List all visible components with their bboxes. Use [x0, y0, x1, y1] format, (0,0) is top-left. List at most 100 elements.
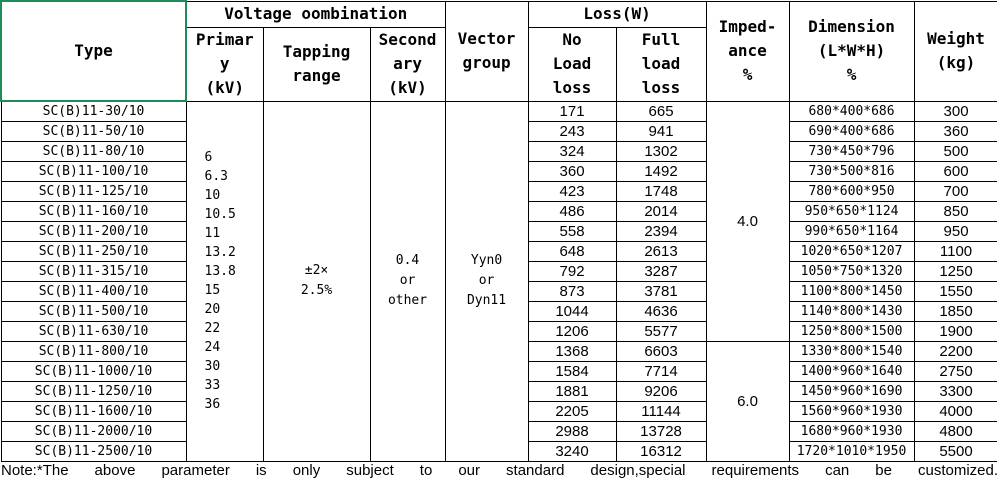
full-load-cell: 1302	[615, 141, 707, 162]
table-row: SC(B)11-200/10 558 2394 990*650*1164 950	[0, 221, 997, 242]
type-cell: SC(B)11-630/10	[0, 321, 187, 342]
type-cell: SC(B)11-2500/10	[0, 441, 187, 462]
dimension-cell: 780*600*950	[788, 181, 915, 202]
no-load-cell: 324	[527, 141, 617, 162]
table-row: SC(B)11-160/10 486 2014 950*650*1124 850	[0, 201, 997, 222]
type-cell: SC(B)11-400/10	[0, 281, 187, 302]
no-load-cell: 1206	[527, 321, 617, 342]
header-cell: Type	[0, 0, 187, 102]
header-cell: No Load loss	[527, 26, 617, 102]
dimension-cell: 1560*960*1930	[788, 401, 915, 422]
no-load-cell: 360	[527, 161, 617, 182]
table-row: SC(B)11-400/10 873 3781 1100*800*1450 1550	[0, 281, 997, 302]
primary-voltage: 24	[204, 340, 221, 356]
vector-cell: Yyn0 or Dyn11	[444, 100, 529, 462]
primary-voltage: 13.2	[204, 245, 236, 261]
no-load-cell: 558	[527, 221, 617, 242]
header-cell: Second ary (kV)	[369, 26, 446, 102]
no-load-cell: 1368	[527, 341, 617, 362]
dimension-cell: 950*650*1124	[788, 201, 915, 222]
no-load-cell: 792	[527, 261, 617, 282]
full-load-cell: 3781	[615, 281, 707, 302]
primary-voltage: 33	[204, 378, 221, 394]
full-load-cell: 4636	[615, 301, 707, 322]
dimension-cell: 1250*800*1500	[788, 321, 915, 342]
weight-cell: 1900	[913, 321, 997, 342]
table-row: SC(B)11-50/10 243 941 690*400*686 360	[0, 121, 997, 142]
tapping-cell: ±2× 2.5%	[262, 100, 371, 462]
type-cell: SC(B)11-80/10	[0, 141, 187, 162]
weight-cell: 700	[913, 181, 997, 202]
weight-cell: 1250	[913, 261, 997, 282]
note-row: Note:*The above parameter is only subjec…	[1, 462, 997, 478]
header-cell: Imped- ance %	[705, 0, 790, 102]
dimension-cell: 1050*750*1320	[788, 261, 915, 282]
type-cell: SC(B)11-125/10	[0, 181, 187, 202]
table-row: SC(B)11-630/10 1206 5577 1250*800*1500 1900	[0, 321, 997, 342]
weight-cell: 1550	[913, 281, 997, 302]
primary-voltage: 36	[204, 397, 221, 413]
dimension-cell: 1450*960*1690	[788, 381, 915, 402]
dimension-cell: 1100*800*1450	[788, 281, 915, 302]
dimension-cell: 680*400*686	[788, 100, 915, 122]
header-cell: Loss(W)	[527, 0, 707, 28]
no-load-cell: 243	[527, 121, 617, 142]
header-cell: Voltage oombination	[185, 0, 446, 28]
type-cell: SC(B)11-800/10	[0, 341, 187, 362]
type-cell: SC(B)11-1600/10	[0, 401, 187, 422]
type-cell: SC(B)11-250/10	[0, 241, 187, 262]
primary-voltage: 6	[204, 150, 213, 166]
no-load-cell: 1584	[527, 361, 617, 382]
full-load-cell: 2394	[615, 221, 707, 242]
weight-cell: 4000	[913, 401, 997, 422]
primary-voltage: 22	[204, 321, 221, 337]
full-load-cell: 3287	[615, 261, 707, 282]
primary-voltage: 15	[204, 283, 221, 299]
full-load-cell: 2014	[615, 201, 707, 222]
full-load-cell: 941	[615, 121, 707, 142]
full-load-cell: 9206	[615, 381, 707, 402]
impedance-cell: 4.0	[705, 100, 790, 342]
primary-voltage: 11	[204, 226, 221, 242]
table-row: SC(B)11-800/10 1368 6603 6.0 1330*800*1540 22…	[0, 341, 997, 462]
impedance-cell: 6.0	[705, 341, 790, 462]
table-row: SC(B)11-30/10 6 6.3 10 10.5 11 13.2 13.8 15 20 22 2…	[0, 100, 997, 462]
primary-voltage: 13.8	[204, 264, 236, 280]
primary-cell: 6 6.3 10 10.5 11 13.2 13.8 15 20 22 24 30 33 36	[185, 100, 264, 462]
table-row: SC(B)11-2000/10 2988 13728 1680*960*1930 480…	[0, 421, 997, 442]
no-load-cell: 423	[527, 181, 617, 202]
type-cell: SC(B)11-315/10	[0, 261, 187, 282]
primary-voltage: 30	[204, 359, 221, 375]
type-cell: SC(B)11-1000/10	[0, 361, 187, 382]
full-load-cell: 1492	[615, 161, 707, 182]
weight-cell: 2200	[913, 341, 997, 362]
no-load-cell: 486	[527, 201, 617, 222]
type-cell: SC(B)11-1250/10	[0, 381, 187, 402]
header-cell: Vector group	[444, 0, 529, 102]
type-cell: SC(B)11-100/10	[0, 161, 187, 182]
note: Note:*The above parameter is only subjec…	[1, 462, 997, 478]
type-cell: SC(B)11-500/10	[0, 301, 187, 322]
type-cell: SC(B)11-200/10	[0, 221, 187, 242]
type-cell: SC(B)11-30/10	[0, 100, 187, 122]
type-cell: SC(B)11-50/10	[0, 121, 187, 142]
header-cell: Weight (kg)	[913, 0, 997, 102]
no-load-cell: 648	[527, 241, 617, 262]
full-load-cell: 2613	[615, 241, 707, 262]
full-load-cell: 7714	[615, 361, 707, 382]
no-load-cell: 1881	[527, 381, 617, 402]
weight-cell: 300	[913, 100, 997, 122]
dimension-cell: 1330*800*1540	[788, 341, 915, 362]
primary-voltage: 20	[204, 302, 221, 318]
full-load-cell: 16312	[615, 441, 707, 462]
type-cell: SC(B)11-160/10	[0, 201, 187, 222]
header-cell: Tapping range	[262, 26, 371, 102]
no-load-cell: 2205	[527, 401, 617, 422]
weight-cell: 1850	[913, 301, 997, 322]
dimension-cell: 1140*800*1430	[788, 301, 915, 322]
full-load-cell: 1748	[615, 181, 707, 202]
no-load-cell: 171	[527, 100, 617, 122]
no-load-cell: 873	[527, 281, 617, 302]
header-cell: Primar y (kV)	[185, 26, 264, 102]
